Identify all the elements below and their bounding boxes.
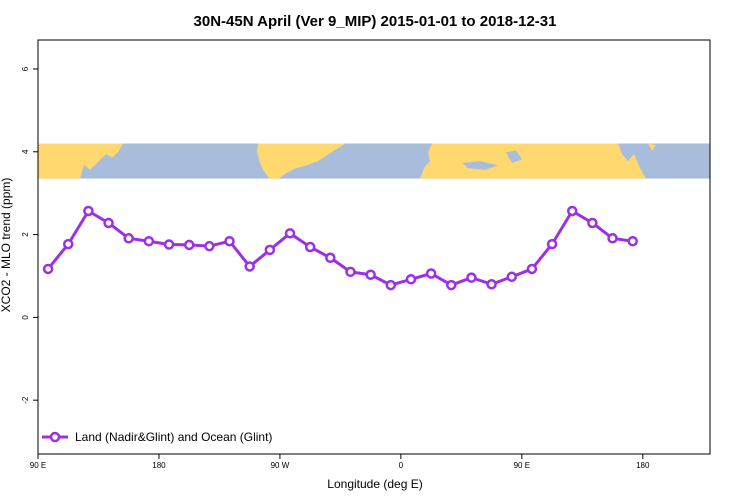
data-point — [244, 261, 255, 272]
data-point — [224, 235, 235, 247]
map-sea — [506, 150, 522, 163]
data-point — [405, 274, 417, 285]
data-point — [385, 279, 397, 291]
data-point — [123, 233, 134, 244]
data-point — [526, 263, 538, 275]
x-tick-label: 180 — [152, 461, 166, 470]
data-point — [143, 235, 155, 247]
y-tick-label: 6 — [21, 66, 30, 71]
data-point — [365, 269, 376, 280]
legend-swatch-marker — [49, 431, 61, 443]
series-line — [46, 209, 633, 287]
x-tick-label: 90 E — [30, 461, 46, 470]
x-axis-label: Longitude (deg E) — [327, 477, 422, 491]
data-point — [284, 228, 296, 239]
chart-title: 30N-45N April (Ver 9_MIP) 2015-01-01 to … — [194, 13, 557, 30]
y-tick-label: 0 — [21, 315, 30, 320]
y-tick-label: 4 — [21, 149, 30, 154]
data-point — [425, 268, 437, 279]
data-point — [486, 279, 497, 290]
data-point — [103, 217, 114, 229]
map-land — [38, 143, 123, 179]
x-tick-label: 90 E — [514, 461, 530, 470]
map-land — [257, 143, 345, 179]
x-tick-label: 180 — [636, 461, 650, 470]
x-tick-label: 0 — [399, 461, 404, 470]
data-point — [304, 241, 316, 253]
x-tick-label: 90 W — [271, 461, 290, 470]
data-point — [566, 205, 578, 217]
data-point — [163, 239, 175, 250]
y-tick-label: -2 — [21, 396, 30, 404]
legend-entry-label: Land (Nadir&Glint) and Ocean (Glint) — [75, 430, 272, 444]
data-point — [345, 266, 356, 278]
legend: Land (Nadir&Glint) and Ocean (Glint) — [42, 430, 272, 444]
data-point — [607, 233, 618, 244]
data-point — [466, 272, 477, 283]
data-point — [42, 263, 54, 275]
map-land — [648, 143, 656, 151]
data-point — [506, 271, 518, 283]
map-sea — [462, 161, 498, 170]
data-point — [446, 279, 457, 291]
y-axis: -2 0 2 4 6 — [21, 66, 38, 404]
data-point — [264, 244, 276, 256]
data-point — [62, 238, 74, 250]
y-tick-label: 2 — [21, 232, 30, 237]
y-axis-label: XCO2 - MLO trend (ppm) — [0, 178, 13, 313]
plot-frame — [37, 39, 711, 455]
data-point — [627, 235, 638, 247]
x-axis: 90 E 180 90 W 0 90 E 180 — [30, 454, 650, 470]
data-point — [546, 238, 558, 250]
data-point — [183, 239, 195, 251]
series-group — [42, 205, 638, 291]
map-land — [420, 143, 646, 179]
data-point — [83, 205, 94, 217]
data-point — [204, 240, 215, 252]
data-point — [325, 252, 336, 264]
data-point — [587, 217, 598, 229]
world-map-strip — [38, 143, 710, 179]
